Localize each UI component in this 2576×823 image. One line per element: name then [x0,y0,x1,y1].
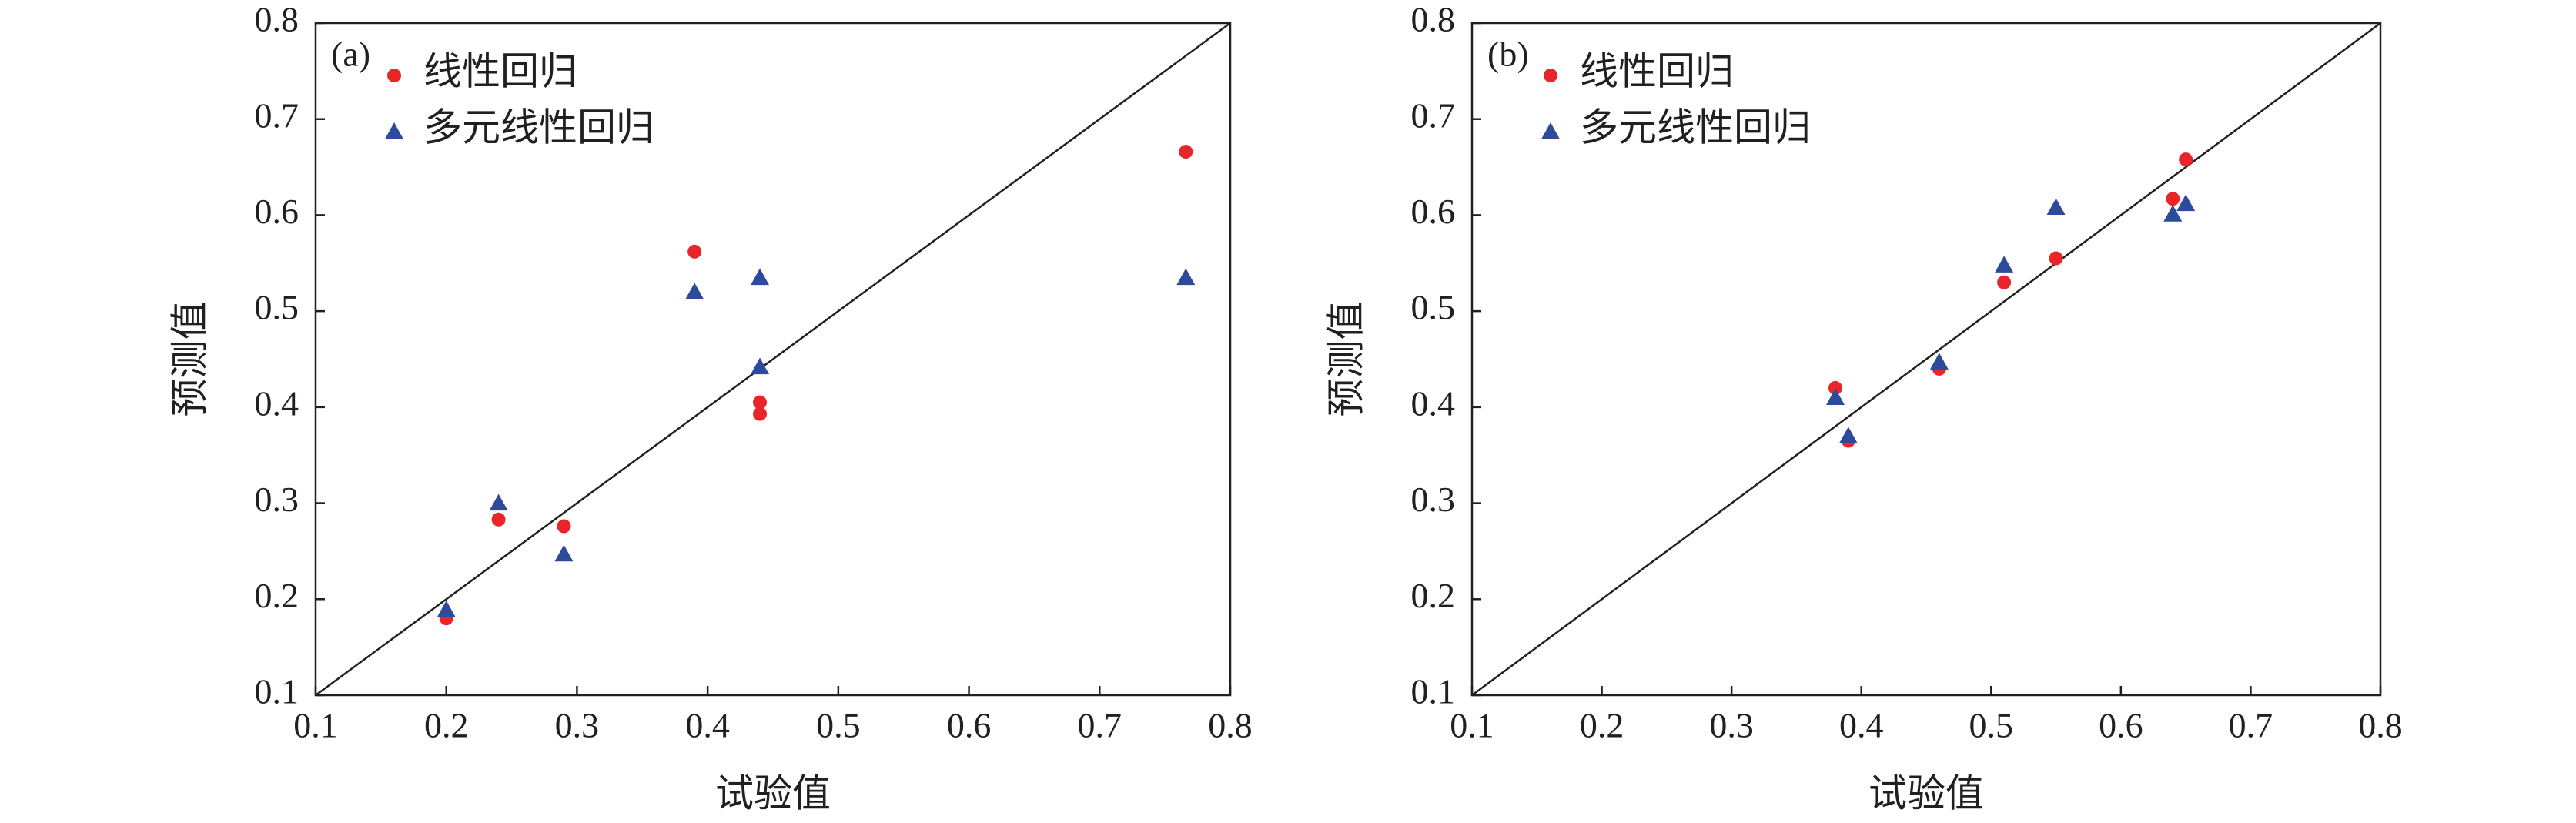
data-point [1929,353,1949,370]
data-point [1995,256,2014,273]
y-tick-label: 0.1 [255,672,299,711]
data-point [2163,205,2183,222]
y-tick-label: 0.7 [255,95,299,135]
y-tick-label: 0.2 [255,576,299,615]
x-axis-label: 试验值 [715,771,831,815]
x-tick-label: 0.3 [555,706,600,745]
x-tick-label: 0.4 [685,706,730,745]
legend-marker [387,69,401,82]
y-tick-label: 0.1 [1411,672,1456,711]
identity-line [315,22,1231,697]
y-tick-label: 0.4 [255,383,299,423]
data-point [1179,145,1193,159]
data-point [753,395,768,410]
y-tick-label: 0.7 [1411,95,1456,135]
plot-frame [314,22,1232,697]
y-tick-label: 0.2 [1411,576,1456,615]
panel-label: (b) [1487,35,1529,74]
x-axis-label: 试验值 [1868,771,1984,815]
data-point [1838,427,1858,443]
data-point [2179,152,2193,167]
y-tick-label: 0.8 [255,0,299,39]
y-axis-label: 预测值 [1324,302,1367,417]
data-point [1176,268,1196,286]
x-tick-label: 0.4 [1839,706,1884,745]
x-tick-label: 0.5 [816,706,861,745]
x-tick-label: 0.7 [1078,706,1122,745]
data-point [685,283,704,299]
x-tick-label: 0.2 [1580,706,1624,745]
panel-label: (a) [331,35,370,74]
data-point [557,519,571,534]
y-tick-label: 0.5 [1411,288,1456,327]
data-point [751,357,770,375]
data-point [554,544,574,562]
legend-marker [1544,69,1557,82]
data-point [1828,380,1842,395]
x-tick-label: 0.7 [2229,706,2273,745]
data-point [2049,251,2063,266]
y-axis-label: 预测值 [168,302,211,417]
data-point [437,601,456,617]
x-tick-label: 0.5 [1969,706,2014,745]
data-point [2046,198,2066,216]
y-tick-label: 0.3 [1411,480,1456,519]
x-tick-label: 0.6 [947,706,992,745]
data-point [751,268,770,286]
data-point [1997,275,2012,289]
identity-line [1471,22,2381,697]
x-tick-label: 0.6 [2099,706,2143,745]
x-tick-label: 0.1 [1450,706,1494,745]
x-tick-label: 0.8 [1208,706,1253,745]
x-tick-label: 0.8 [2358,706,2403,745]
x-tick-label: 0.3 [1709,706,1754,745]
x-tick-label: 0.2 [424,706,469,745]
y-tick-label: 0.5 [255,288,299,327]
legend-label: 线性回归 [423,49,577,92]
y-tick-label: 0.4 [1411,383,1456,423]
data-point [2166,192,2180,206]
data-point [489,493,508,511]
data-point [687,244,702,259]
y-tick-label: 0.3 [255,480,299,519]
legend-label: 多元线性回归 [423,105,654,149]
x-tick-label: 0.1 [293,706,338,745]
y-tick-label: 0.8 [1411,0,1456,39]
plot-frame [1470,22,2382,697]
legend-label: 线性回归 [1580,49,1734,92]
y-tick-label: 0.6 [255,192,299,231]
legend-marker [385,122,403,139]
legend-label: 多元线性回归 [1580,105,1811,149]
data-point [491,512,506,527]
data-point [1826,388,1845,405]
legend-marker [1541,122,1560,139]
data-point [2176,194,2196,212]
y-tick-label: 0.6 [1411,192,1456,231]
data-point [753,406,768,421]
